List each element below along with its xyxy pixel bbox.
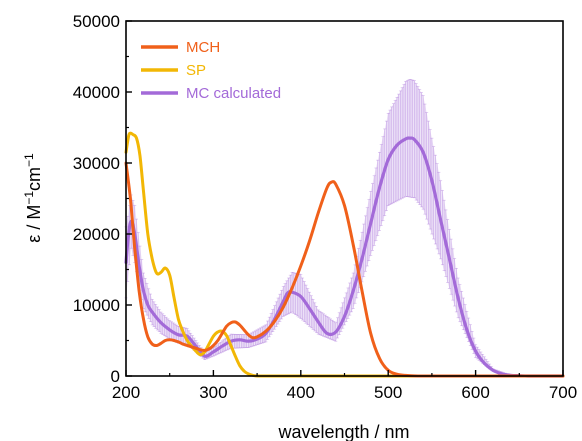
x-tick-label: 500 — [374, 383, 402, 402]
ticks-layer: 200 300 400 500 600 700 0 10000 20000 30000 40000 5… — [73, 12, 577, 402]
legend-label-sp: SP — [186, 62, 206, 79]
y-tick-label: 0 — [111, 367, 120, 386]
series-line-mch — [124, 161, 565, 378]
x-axis-label: wavelength / nm — [277, 422, 409, 441]
x-tick-label: 200 — [112, 383, 140, 402]
y-tick-label: 40000 — [73, 83, 120, 102]
x-tick-label: 400 — [287, 383, 315, 402]
legend-label-mc: MC calculated — [186, 85, 281, 102]
series-layer — [124, 131, 565, 378]
legend-label-mch: MCH — [186, 39, 220, 56]
y-tick-label: 20000 — [73, 225, 120, 244]
y-tick-label: 10000 — [73, 296, 120, 315]
x-tick-label: 300 — [199, 383, 227, 402]
x-tick-label: 700 — [549, 383, 577, 402]
series-line-mc-calculated — [124, 136, 565, 378]
y-tick-label: 30000 — [73, 154, 120, 173]
legend: MCH SP MC calculated — [141, 39, 281, 102]
y-axis-label: ε / M−1cm−1 — [22, 153, 44, 243]
mc-error-band — [126, 79, 528, 376]
y-tick-label: 50000 — [73, 12, 120, 31]
x-tick-label: 600 — [461, 383, 489, 402]
